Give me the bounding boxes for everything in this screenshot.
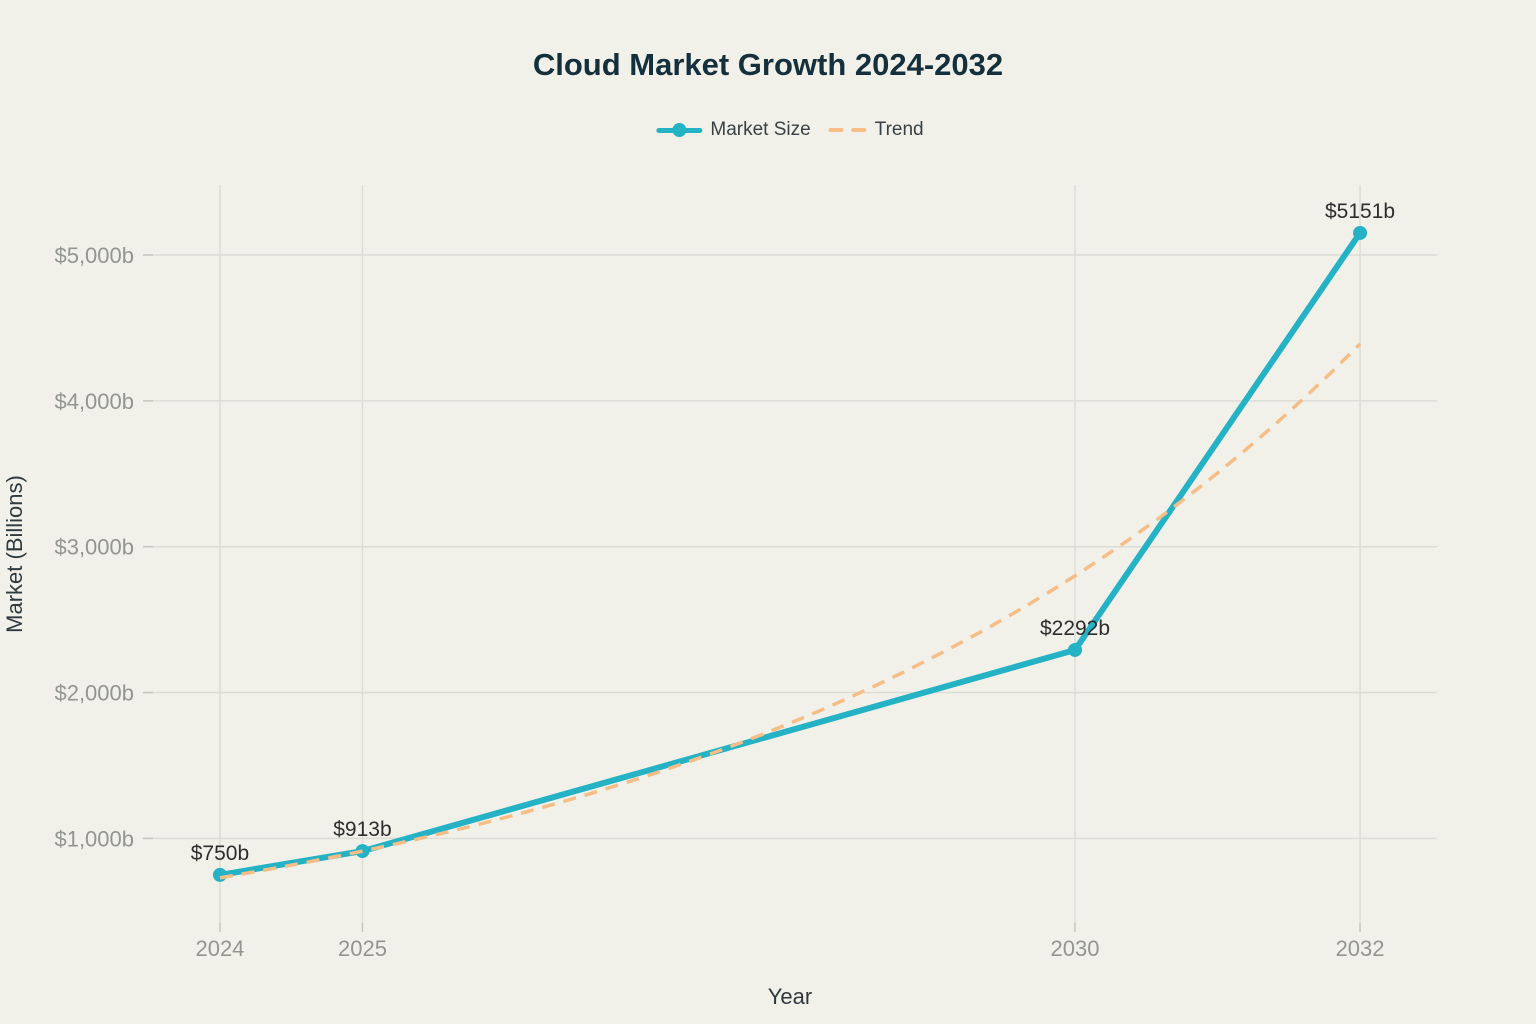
x-axis-title: Year <box>767 984 813 1009</box>
y-tick-label: $1,000b <box>54 826 134 851</box>
label-layer: $750b $913b $2292b $5151b <box>191 200 1395 865</box>
y-tick-label: $3,000b <box>54 535 134 560</box>
x-tick-label: 2032 <box>1336 936 1385 961</box>
x-tick-label: 2025 <box>338 936 387 961</box>
y-axis-title: Market (Billions) <box>2 475 27 633</box>
legend-item-trend[interactable]: Trend <box>828 119 924 141</box>
grid-layer: $1,000b $2,000b $3,000b $4,000b $5,000b 2024 2… <box>54 185 1437 961</box>
y-tick-label: $4,000b <box>54 389 134 414</box>
legend-label-trend: Trend <box>874 119 924 140</box>
point-value-label: $2292b <box>1040 617 1110 640</box>
x-tick-label: 2024 <box>195 936 244 961</box>
market-size-marker <box>1353 225 1368 240</box>
legend-line-swatch <box>656 123 703 137</box>
series-layer <box>212 225 1368 882</box>
legend-item-market-size[interactable]: Market Size <box>656 119 811 141</box>
legend-dash-swatch <box>828 128 867 132</box>
market-size-marker <box>212 867 227 882</box>
legend-label-market-size: Market Size <box>710 119 811 140</box>
point-value-label: $5151b <box>1325 200 1395 223</box>
trend-line <box>219 342 1362 880</box>
y-tick-label: $2,000b <box>54 681 134 706</box>
x-tick-label: 2030 <box>1051 936 1100 961</box>
legend-marker-dot-icon <box>672 123 687 137</box>
market-size-marker <box>1068 642 1083 657</box>
point-value-label: $750b <box>191 842 249 865</box>
market-size-line <box>217 230 1363 878</box>
chart-title: Cloud Market Growth 2024-2032 <box>532 47 1004 82</box>
point-value-label: $913b <box>333 818 391 841</box>
legend-dash-icon <box>828 128 844 132</box>
legend: Market Size Trend <box>656 119 924 141</box>
y-tick-label: $5,000b <box>54 243 134 268</box>
legend-dash-icon <box>851 128 867 132</box>
